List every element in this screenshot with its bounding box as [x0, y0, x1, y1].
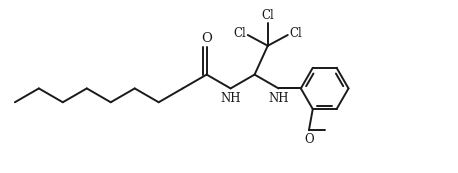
- Text: O: O: [304, 133, 314, 145]
- Text: Cl: Cl: [233, 27, 246, 40]
- Text: Cl: Cl: [262, 8, 274, 21]
- Text: NH: NH: [268, 92, 289, 105]
- Text: NH: NH: [220, 92, 241, 105]
- Text: O: O: [201, 32, 212, 45]
- Text: Cl: Cl: [289, 27, 302, 40]
